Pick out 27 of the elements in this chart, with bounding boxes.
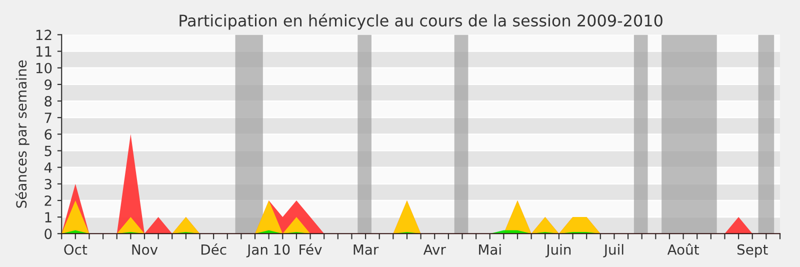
y-tick-label: 0 <box>44 228 52 240</box>
y-axis-title: Séances par semaine <box>15 60 30 208</box>
x-tick-label: Août <box>667 243 699 255</box>
y-tick-label: 7 <box>44 112 52 123</box>
y-tick-label: 1 <box>45 212 52 222</box>
y-tick-label: 2 <box>44 195 52 206</box>
y-tick-label: 12 <box>36 30 52 40</box>
y-tick-label: 6 <box>44 129 52 140</box>
chart-title: Participation en hémicycle au cours de la session 2009-2010 <box>180 14 662 30</box>
x-tick-label: Oct <box>64 244 88 255</box>
y-tick-label: 11 <box>36 46 52 57</box>
y-tick-label: 10 <box>36 62 52 74</box>
x-tick-label: Avr <box>423 244 446 255</box>
x-tick-label: Fév <box>300 243 322 255</box>
x-tick-label: Juin <box>545 244 571 258</box>
y-tick-label: 3 <box>44 178 52 190</box>
x-tick-label: Déc <box>201 243 226 255</box>
x-tick-label: Juil <box>603 244 624 258</box>
x-tick-label: Mai <box>479 244 501 255</box>
x-tick-label: Mar <box>354 244 379 255</box>
y-tick-label: 9 <box>44 79 52 90</box>
y-tick-label: 4 <box>44 162 52 173</box>
y-tick-label: 8 <box>44 96 52 106</box>
x-tick-label: Jan 10 <box>246 244 290 258</box>
x-tick-label: Nov <box>132 244 158 255</box>
y-tick-label: 5 <box>44 146 52 156</box>
x-tick-label: Sept <box>737 244 768 258</box>
